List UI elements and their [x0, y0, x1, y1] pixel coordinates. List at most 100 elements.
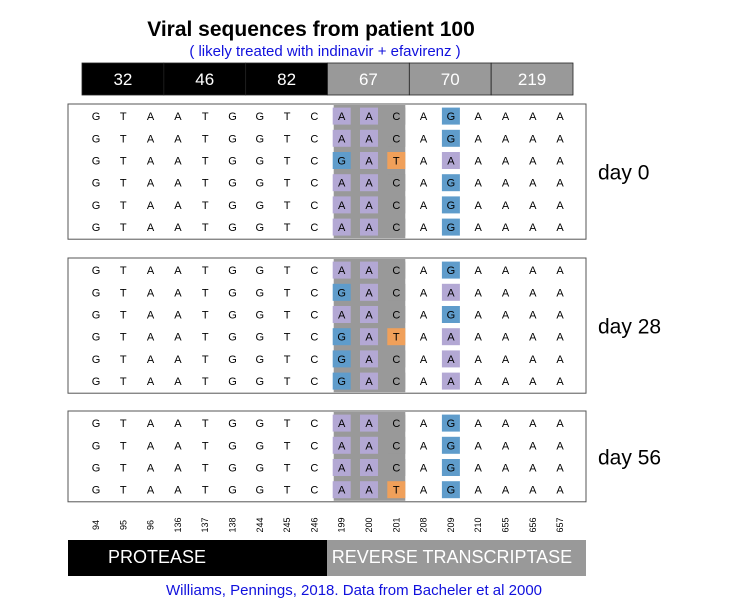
base-cell-G: [441, 459, 460, 476]
base-A: A: [338, 222, 346, 234]
base-A: A: [420, 354, 428, 366]
base-A: A: [502, 354, 510, 366]
base-G: G: [92, 485, 101, 497]
base-T: T: [120, 178, 127, 190]
day-label: day 56: [598, 446, 661, 469]
base-A: A: [529, 463, 537, 475]
base-C: C: [392, 133, 400, 145]
base-G: G: [256, 111, 265, 123]
base-cell-A: [332, 107, 351, 125]
base-T: T: [284, 265, 291, 277]
base-C: C: [310, 287, 318, 299]
base-T: T: [284, 156, 291, 168]
base-G: G: [228, 310, 237, 322]
base-A: A: [147, 222, 155, 234]
base-cell-C: [387, 129, 406, 147]
base-G: G: [92, 222, 101, 234]
base-A: A: [338, 418, 346, 430]
base-T: T: [120, 310, 127, 322]
base-C: C: [310, 332, 318, 344]
base-A: A: [420, 418, 428, 430]
base-C: C: [392, 376, 400, 388]
base-A: A: [338, 200, 346, 212]
protease-region: [68, 540, 327, 576]
base-G: G: [337, 287, 346, 299]
base-C: C: [310, 111, 318, 123]
codon-header-bar: 32 46 82 67 70 219: [81, 62, 574, 96]
base-cell-G: [441, 196, 460, 214]
base-A: A: [174, 354, 182, 366]
base-A: A: [174, 222, 182, 234]
base-A: A: [475, 418, 483, 430]
base-A: A: [502, 111, 510, 123]
base-A: A: [365, 354, 373, 366]
base-A: A: [174, 418, 182, 430]
base-cell-A: [332, 174, 351, 192]
position-label-94: 94: [91, 520, 101, 530]
base-A: A: [147, 265, 155, 277]
base-G: G: [256, 265, 265, 277]
base-A: A: [447, 156, 455, 168]
base-cell-G: [332, 372, 351, 390]
base-T: T: [202, 133, 209, 145]
base-T: T: [202, 332, 209, 344]
base-T: T: [284, 111, 291, 123]
base-A: A: [365, 440, 373, 452]
base-cell-A: [332, 129, 351, 147]
base-T: T: [202, 156, 209, 168]
base-C: C: [392, 440, 400, 452]
base-A: A: [365, 111, 373, 123]
codon-label-32: 32: [113, 70, 132, 89]
position-label-244: 244: [255, 517, 265, 532]
base-G: G: [337, 354, 346, 366]
base-cell-A: [360, 218, 378, 236]
nucleotide-position-labels: 94 95 96 136 137 138 244 245 246 199 200 201 208 209 2…: [91, 517, 565, 532]
base-T: T: [202, 200, 209, 212]
base-T: T: [202, 418, 209, 430]
base-cell-C: [387, 372, 406, 390]
base-T: T: [120, 376, 127, 388]
base-cell-A: [441, 152, 460, 169]
base-A: A: [475, 376, 483, 388]
base-A: A: [174, 178, 182, 190]
base-C: C: [392, 418, 400, 430]
position-label-95: 95: [118, 520, 128, 530]
codon-segment-70: [408, 62, 492, 96]
base-A: A: [365, 376, 373, 388]
base-cell-C: [387, 414, 406, 432]
base-G: G: [256, 463, 265, 475]
base-A: A: [556, 111, 564, 123]
base-cell-G: [441, 174, 460, 192]
codon-label-82: 82: [277, 70, 296, 89]
base-cell-G: [441, 261, 460, 279]
base-A: A: [556, 376, 564, 388]
base-C: C: [310, 265, 318, 277]
base-T: T: [284, 354, 291, 366]
base-cell-C: [387, 107, 406, 125]
base-cell-C: [387, 196, 406, 214]
base-G: G: [447, 111, 456, 123]
base-G: G: [447, 200, 456, 212]
base-cell-A: [332, 218, 351, 236]
position-label-200: 200: [364, 517, 374, 532]
base-A: A: [365, 133, 373, 145]
base-cell-G: [332, 283, 351, 301]
base-cell-A: [332, 481, 351, 499]
base-A: A: [502, 133, 510, 145]
base-A: A: [502, 332, 510, 344]
base-A: A: [475, 265, 483, 277]
base-T: T: [120, 485, 127, 497]
base-A: A: [147, 111, 155, 123]
base-A: A: [502, 440, 510, 452]
base-T: T: [120, 332, 127, 344]
base-A: A: [529, 440, 537, 452]
base-T: T: [120, 440, 127, 452]
base-cell-A: [360, 328, 378, 346]
base-cell-A: [360, 459, 378, 476]
